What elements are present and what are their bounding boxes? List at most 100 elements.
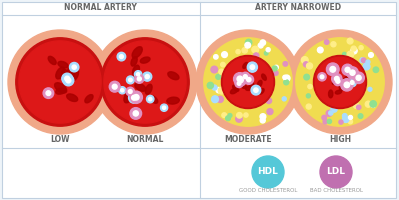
Text: BAD CHOLESTEROL: BAD CHOLESTEROL [310,188,363,194]
Circle shape [134,95,139,100]
Circle shape [128,90,132,93]
Circle shape [357,105,361,109]
Circle shape [145,75,149,79]
Circle shape [252,46,259,53]
Circle shape [341,79,353,91]
Circle shape [133,111,138,116]
Circle shape [135,74,144,83]
Circle shape [339,120,343,124]
Circle shape [306,63,312,69]
Ellipse shape [85,95,93,103]
Circle shape [104,41,186,123]
Circle shape [347,38,353,44]
Circle shape [354,103,359,108]
Text: ARTERY NARROWED: ARTERY NARROWED [255,3,341,12]
Circle shape [119,87,126,94]
Circle shape [137,77,141,81]
Ellipse shape [58,61,68,68]
Circle shape [358,114,363,118]
Circle shape [351,46,356,51]
Circle shape [359,46,363,50]
Circle shape [217,96,223,102]
Ellipse shape [340,84,346,91]
Circle shape [136,73,140,76]
Circle shape [363,63,370,70]
Circle shape [128,78,132,82]
Circle shape [247,62,257,72]
Ellipse shape [262,74,267,80]
Circle shape [345,67,350,72]
Circle shape [342,52,346,56]
Circle shape [301,57,308,63]
Circle shape [344,82,350,88]
Circle shape [258,43,263,48]
Ellipse shape [132,47,142,58]
Circle shape [251,85,261,95]
Circle shape [343,116,349,122]
Ellipse shape [61,69,68,82]
Circle shape [373,67,379,72]
Circle shape [216,74,221,79]
Ellipse shape [257,80,262,87]
Circle shape [112,84,117,89]
Circle shape [16,38,104,126]
Circle shape [250,65,255,69]
Circle shape [235,74,247,86]
Text: NORMAL: NORMAL [126,134,164,144]
Circle shape [282,97,286,101]
Text: HIGH: HIGH [329,134,351,144]
Circle shape [366,60,370,64]
Circle shape [314,55,367,109]
Circle shape [236,116,242,122]
Circle shape [126,76,134,84]
Circle shape [196,30,300,134]
Circle shape [266,48,270,52]
Circle shape [160,104,168,111]
Circle shape [236,50,240,54]
Text: GOOD CHOLESTEROL: GOOD CHOLESTEROL [239,188,297,194]
Text: MODERATE: MODERATE [224,134,272,144]
Ellipse shape [67,65,75,78]
Ellipse shape [135,83,146,91]
Circle shape [324,40,329,44]
Circle shape [204,38,292,126]
Circle shape [109,81,120,92]
Circle shape [218,87,225,94]
Circle shape [368,87,372,91]
Text: LOW: LOW [50,134,70,144]
Text: HDL: HDL [258,166,279,176]
Ellipse shape [248,66,254,71]
Circle shape [221,55,275,109]
Circle shape [369,53,373,57]
Circle shape [306,104,311,109]
Ellipse shape [67,94,78,101]
Circle shape [143,72,152,81]
Circle shape [329,111,333,115]
Circle shape [288,30,392,134]
Ellipse shape [328,90,333,98]
Circle shape [351,48,357,54]
Text: LDL: LDL [326,166,346,176]
Circle shape [254,88,258,92]
Circle shape [69,62,79,72]
Circle shape [247,77,251,82]
Ellipse shape [338,82,343,87]
Circle shape [244,75,254,84]
Circle shape [237,82,241,85]
Circle shape [318,73,326,81]
Circle shape [46,91,51,96]
Circle shape [273,71,278,75]
Circle shape [347,51,354,58]
Circle shape [101,38,189,126]
Circle shape [65,76,69,81]
Circle shape [308,84,312,89]
Circle shape [348,115,352,119]
Circle shape [260,118,265,123]
Circle shape [330,66,336,72]
Circle shape [128,92,140,103]
Circle shape [267,109,273,115]
Circle shape [274,65,279,69]
Circle shape [347,67,358,79]
Circle shape [284,80,289,85]
Circle shape [242,48,247,53]
